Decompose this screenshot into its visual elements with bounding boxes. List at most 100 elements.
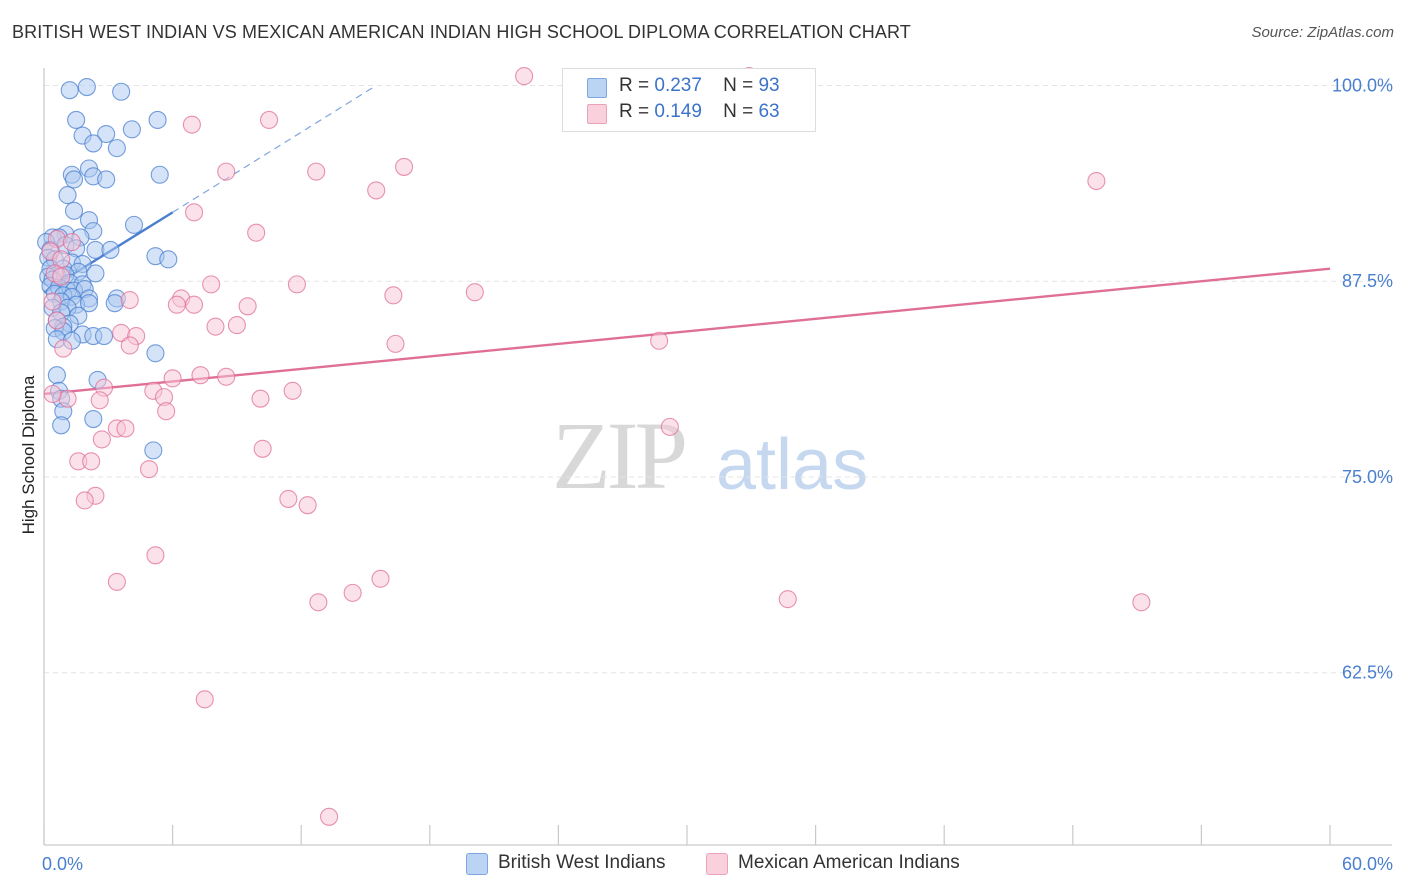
watermark-atlas: atlas: [716, 425, 869, 505]
data-point: [253, 439, 272, 458]
r-label: R =: [619, 75, 650, 96]
data-point: [43, 384, 62, 404]
data-point: [86, 264, 105, 283]
data-point: [64, 170, 84, 189]
data-point: [146, 344, 165, 363]
data-point: [52, 416, 71, 435]
data-point: [52, 267, 71, 286]
data-point: [778, 590, 797, 609]
data-point: [107, 139, 126, 158]
gridlines: [44, 84, 1392, 674]
data-point: [343, 583, 362, 602]
data-point: [82, 452, 101, 471]
data-point: [150, 165, 169, 184]
legend-label: British West Indians: [498, 852, 666, 873]
data-point: [144, 441, 163, 460]
data-point: [184, 203, 204, 222]
data-point: [650, 331, 669, 350]
data-point: [371, 569, 390, 588]
data-point: [206, 317, 225, 336]
data-point: [67, 110, 86, 129]
data-point: [64, 201, 84, 220]
n-label: N =: [723, 101, 754, 122]
stats-swatch-blue: [587, 78, 607, 98]
legend-label: Mexican American Indians: [738, 852, 960, 873]
data-point: [92, 430, 111, 449]
chart-source: Source: ZipAtlas.com: [1251, 24, 1394, 41]
data-point: [146, 546, 165, 565]
data-point: [97, 124, 116, 144]
data-point: [217, 162, 236, 181]
x-axis-ticks: [43, 825, 1331, 845]
n-value: 93: [758, 75, 780, 96]
axes: [43, 68, 1392, 846]
data-point: [1132, 593, 1151, 612]
stats-legend: R = 0.237 N = 93 R = 0.149 N = 63: [562, 68, 816, 132]
data-point: [105, 294, 124, 313]
data-point: [259, 110, 279, 129]
r-value: 0.237: [654, 75, 702, 96]
data-point: [43, 292, 62, 311]
data-point: [84, 134, 103, 153]
data-point: [90, 391, 109, 410]
data-point: [79, 294, 99, 313]
data-point: [660, 417, 679, 436]
data-point: [465, 283, 484, 302]
data-point: [283, 381, 302, 400]
data-point: [202, 275, 221, 294]
data-point: [97, 170, 116, 189]
data-point: [395, 157, 414, 176]
data-point: [122, 120, 141, 139]
data-point: [195, 690, 214, 709]
data-point: [75, 491, 94, 510]
data-point: [515, 67, 534, 86]
data-point: [182, 115, 201, 134]
data-point: [251, 389, 270, 408]
data-point: [54, 339, 73, 358]
data-point: [247, 223, 266, 242]
data-point: [384, 286, 403, 305]
x-axis-tick-labels: 0.0% 60.0%: [42, 854, 1393, 874]
data-point: [191, 366, 210, 385]
data-point: [320, 807, 339, 826]
data-point: [184, 295, 204, 314]
data-point: [77, 78, 96, 97]
data-point: [139, 460, 159, 479]
r-label: R =: [619, 101, 650, 122]
data-point: [279, 489, 298, 508]
data-point: [60, 81, 79, 100]
data-point: [124, 215, 144, 234]
trend-line: [43, 267, 1331, 396]
data-point: [367, 181, 386, 200]
trend-line-extension: [172, 84, 377, 213]
data-point: [112, 82, 131, 101]
data-point: [86, 240, 105, 259]
data-point: [47, 311, 66, 330]
y-tick-label: 87.5%: [1342, 271, 1393, 291]
data-point: [116, 419, 135, 438]
n-value: 63: [758, 101, 780, 122]
data-point: [47, 366, 66, 385]
series-mexican-american-indians: [41, 67, 1151, 826]
data-point: [107, 572, 126, 591]
chart-title: BRITISH WEST INDIAN VS MEXICAN AMERICAN …: [12, 22, 911, 42]
data-point: [148, 110, 167, 129]
legend-swatch-blue: [466, 853, 488, 875]
data-point: [163, 369, 182, 388]
data-point: [58, 186, 77, 205]
data-point: [94, 326, 114, 346]
data-point: [1087, 171, 1106, 191]
y-axis-tick-labels: 62.5% 75.0% 87.5% 100.0%: [1332, 75, 1393, 682]
y-tick-label: 62.5%: [1342, 663, 1393, 683]
data-point: [157, 402, 176, 421]
stats-swatch-pink: [587, 104, 607, 124]
data-point: [217, 367, 236, 386]
data-point: [287, 275, 306, 294]
data-point: [120, 290, 139, 310]
y-tick-label: 100.0%: [1332, 75, 1393, 95]
n-label: N =: [723, 75, 754, 96]
data-point: [307, 162, 326, 181]
data-point: [227, 316, 246, 335]
r-value: 0.149: [654, 101, 702, 122]
